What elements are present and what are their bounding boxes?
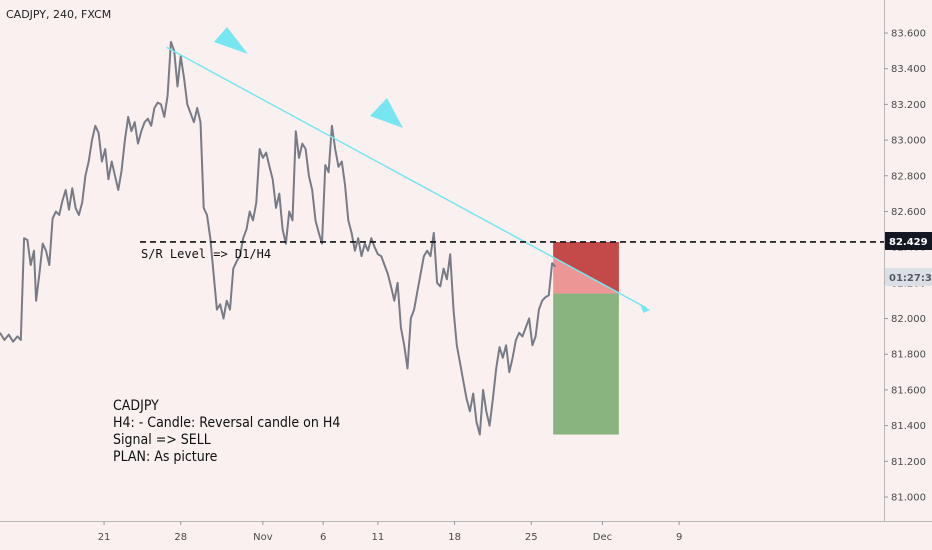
- touch-marker-1: [214, 27, 248, 54]
- x-tick-label: Nov: [253, 532, 273, 543]
- x-tick-label: 25: [525, 532, 538, 543]
- price-badge-value: 82.429: [889, 237, 928, 248]
- price-badge-bg: [885, 232, 932, 250]
- sr-level-text: S/R Level => D1/H4: [141, 247, 271, 261]
- trendline-arrowhead: [640, 304, 651, 313]
- x-tick-label: 18: [448, 532, 461, 543]
- stop-zone-shade: [553, 241, 619, 293]
- sr-level-label: S/R Level => D1/H4: [141, 247, 271, 261]
- y-tick-label: 81.000: [891, 493, 926, 504]
- y-tick-label: 82.000: [891, 314, 926, 325]
- note-line-1: CADJPY: [113, 398, 159, 414]
- take-profit-zone: [553, 293, 619, 435]
- note-line-4: PLAN: As picture: [113, 449, 218, 465]
- x-tick-label: Dec: [593, 532, 612, 543]
- y-tick-label: 81.400: [891, 421, 926, 432]
- touch-marker-2: [370, 98, 403, 128]
- y-tick-label: 81.200: [891, 457, 926, 468]
- chart-title: CADJPY, 240, FXCM: [6, 8, 111, 21]
- time-badge-value: 01:27:37: [889, 273, 932, 284]
- time-badge: 01:27:37: [885, 268, 932, 286]
- price-badge: 82.429: [885, 232, 932, 250]
- note-line-2: H4: - Candle: Reversal candle on H4: [113, 415, 340, 431]
- trendline-drawing[interactable]: [166, 27, 651, 313]
- x-tick-label: 9: [676, 532, 682, 543]
- x-tick-label: 11: [372, 532, 385, 543]
- y-tick-label: 82.800: [891, 171, 926, 182]
- y-tick-label: 81.600: [891, 385, 926, 396]
- price-series: [0, 40, 557, 436]
- notes-block: CADJPY H4: - Candle: Reversal candle on …: [113, 398, 340, 465]
- note-line-3: Signal => SELL: [113, 432, 211, 448]
- y-tick-label: 83.000: [891, 136, 926, 147]
- price-line: [0, 40, 557, 436]
- x-tick-label: 21: [98, 532, 111, 543]
- x-tick-label: 6: [320, 532, 326, 543]
- time-axis[interactable]: 21 28 Nov 6 11 18 25 Dec 9: [98, 521, 683, 543]
- y-tick-label: 83.600: [891, 29, 926, 40]
- trendline: [166, 46, 647, 309]
- y-tick-label: 83.200: [891, 100, 926, 111]
- y-tick-label: 83.400: [891, 64, 926, 75]
- y-tick-label: 81.800: [891, 350, 926, 361]
- y-tick-label: 82.600: [891, 207, 926, 218]
- time-badge-bg: [885, 268, 932, 286]
- x-tick-label: 28: [174, 532, 187, 543]
- position-tool[interactable]: [553, 241, 619, 435]
